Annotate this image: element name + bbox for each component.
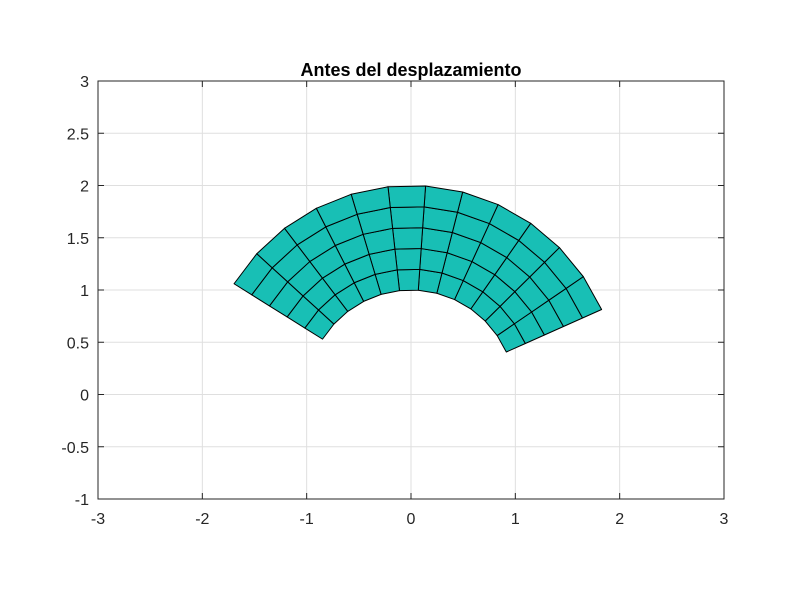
y-tick-label: 0.5 <box>67 335 89 352</box>
y-tick-label: 2 <box>80 179 89 196</box>
y-tick-label: 3 <box>80 74 89 91</box>
x-tick-label: -2 <box>195 511 209 528</box>
tick-marks <box>97 80 725 500</box>
chart-title: Antes del desplazamiento <box>300 60 521 80</box>
mesh-cell <box>389 206 425 229</box>
mesh-cell <box>387 185 427 209</box>
y-tick-labels: -1 -0.5 0 0.5 1 1.5 2 2.5 3 <box>61 74 89 509</box>
x-tick-label: 0 <box>407 511 416 528</box>
mesh-cell <box>392 227 424 250</box>
mesh-cell <box>394 248 422 271</box>
x-tick-label: -1 <box>300 511 314 528</box>
mesh-cell <box>396 268 421 292</box>
y-tick-label: 2.5 <box>67 126 89 143</box>
mesh <box>233 185 603 353</box>
y-tick-label: 1.5 <box>67 231 89 248</box>
x-tick-labels: -3 -2 -1 0 1 2 3 <box>91 511 729 528</box>
x-tick-label: 3 <box>720 511 729 528</box>
y-tick-label: -0.5 <box>61 440 89 457</box>
y-tick-label: 0 <box>80 388 89 405</box>
x-tick-label: 2 <box>615 511 624 528</box>
x-tick-label: 1 <box>511 511 520 528</box>
mesh-cell <box>233 253 273 296</box>
x-tick-label: -3 <box>91 511 105 528</box>
y-tick-label: -1 <box>75 492 89 509</box>
y-tick-label: 1 <box>80 283 89 300</box>
